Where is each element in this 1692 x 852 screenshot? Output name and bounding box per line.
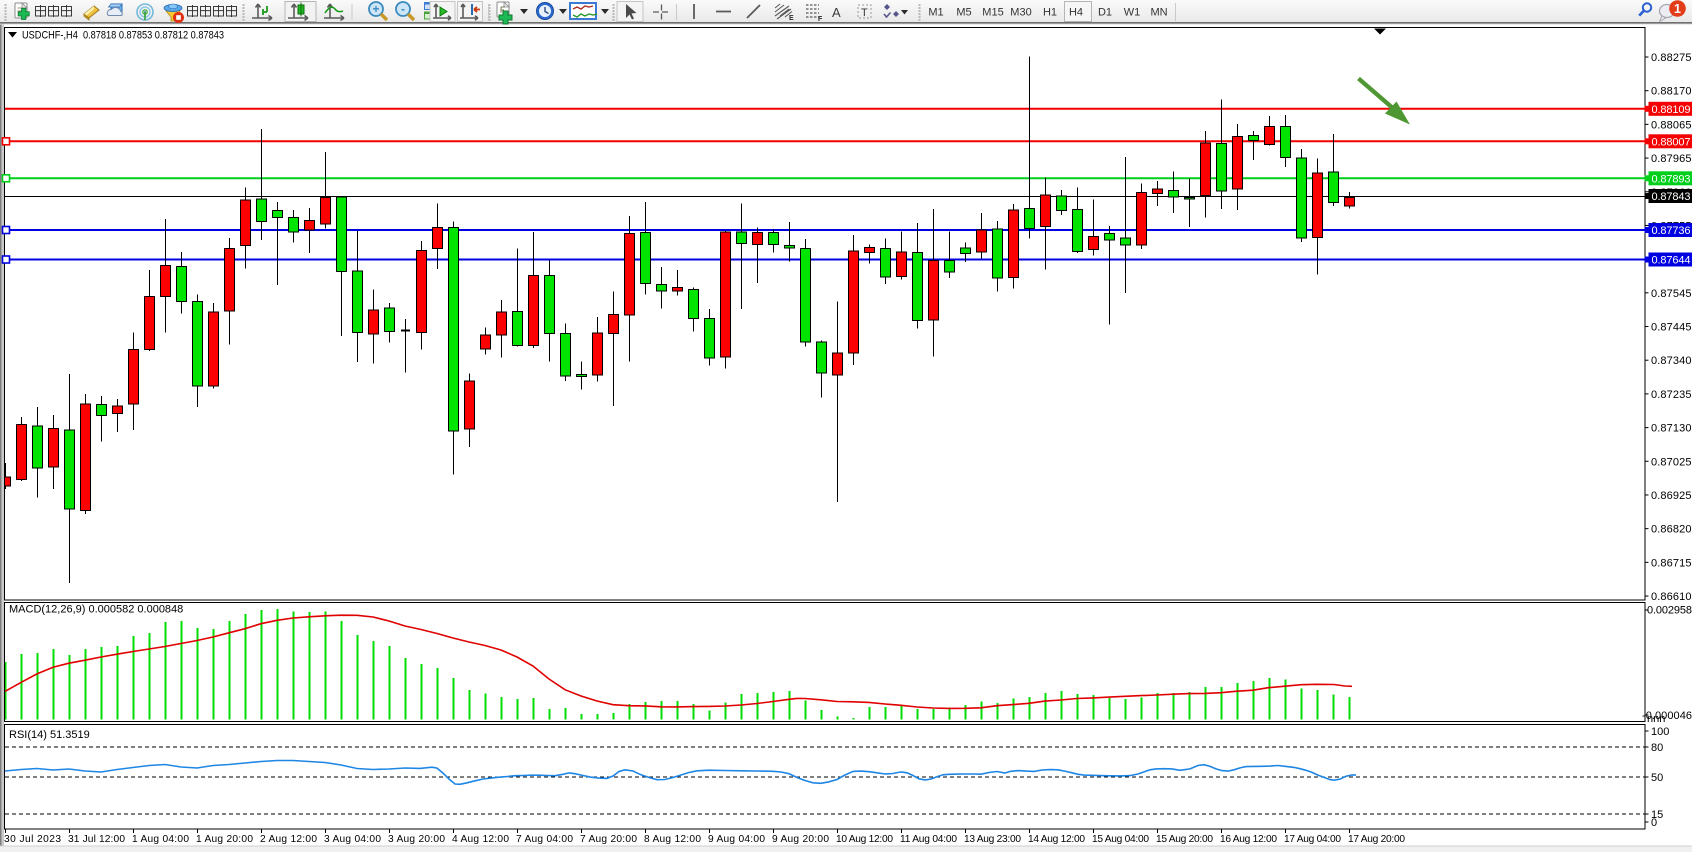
svg-text:RSI(14) 51.3519: RSI(14) 51.3519 [9, 729, 90, 741]
svg-text:8 Aug 12:00: 8 Aug 12:00 [644, 834, 701, 845]
svg-text:9 Aug 20:00: 9 Aug 20:00 [772, 834, 829, 845]
svg-text:1: 1 [1674, 2, 1681, 16]
svg-text:0.88065: 0.88065 [1651, 119, 1692, 131]
svg-text:11 Aug 04:00: 11 Aug 04:00 [900, 834, 957, 845]
svg-text:1 Aug 20:00: 1 Aug 20:00 [196, 834, 253, 845]
svg-text:3 Aug 20:00: 3 Aug 20:00 [388, 834, 445, 845]
svg-text:M1: M1 [928, 7, 943, 19]
svg-text:2 Aug 12:00: 2 Aug 12:00 [260, 834, 317, 845]
svg-text:15: 15 [1651, 809, 1663, 821]
svg-text:H4: H4 [1069, 7, 1083, 19]
svg-text:H1: H1 [1043, 7, 1057, 19]
svg-text:3 Aug 04:00: 3 Aug 04:00 [324, 834, 381, 845]
svg-text:M15: M15 [982, 7, 1003, 19]
svg-text:31 Jul 12:00: 31 Jul 12:00 [68, 834, 125, 845]
svg-text:0.86715: 0.86715 [1651, 557, 1692, 569]
svg-text:4 Aug 12:00: 4 Aug 12:00 [452, 834, 509, 845]
svg-text:0.86820: 0.86820 [1651, 524, 1692, 536]
svg-text:7 Aug 20:00: 7 Aug 20:00 [580, 834, 637, 845]
svg-text:15 Aug 04:00: 15 Aug 04:00 [1092, 834, 1149, 845]
svg-text:-0.000046: -0.000046 [1642, 710, 1692, 722]
svg-text:0.87025: 0.87025 [1651, 456, 1692, 468]
svg-text:30 Jul 2023: 30 Jul 2023 [4, 834, 61, 845]
svg-text:D1: D1 [1098, 7, 1112, 19]
svg-text:0.87965: 0.87965 [1651, 153, 1692, 165]
svg-text:0.87340: 0.87340 [1651, 355, 1692, 367]
svg-text:nnn: nnn [1647, 713, 1665, 725]
svg-text:0.87893: 0.87893 [1652, 173, 1691, 185]
svg-text:0.88275: 0.88275 [1651, 52, 1692, 64]
svg-text:E: E [789, 15, 794, 22]
svg-text:A: A [832, 5, 841, 20]
svg-text:0.88007: 0.88007 [1652, 136, 1691, 148]
svg-text:0.87843: 0.87843 [1652, 191, 1691, 203]
svg-text:0.002958: 0.002958 [1647, 605, 1692, 617]
svg-text:17 Aug 20:00: 17 Aug 20:00 [1348, 834, 1405, 845]
svg-text:0.86610: 0.86610 [1651, 591, 1692, 603]
svg-text:0.87445: 0.87445 [1651, 322, 1692, 334]
svg-text:17 Aug 04:00: 17 Aug 04:00 [1284, 834, 1341, 845]
svg-text:15 Aug 20:00: 15 Aug 20:00 [1156, 834, 1213, 845]
svg-text:50: 50 [1651, 772, 1663, 784]
svg-text:0.87644: 0.87644 [1652, 255, 1691, 267]
svg-text:W1: W1 [1124, 7, 1141, 19]
svg-text:0.87545: 0.87545 [1651, 288, 1692, 300]
svg-text:14 Aug 12:00: 14 Aug 12:00 [1028, 834, 1085, 845]
svg-text:0: 0 [1651, 817, 1657, 829]
svg-text:9 Aug 04:00: 9 Aug 04:00 [708, 834, 765, 845]
svg-text:-: - [401, 2, 405, 16]
svg-text:0.86925: 0.86925 [1651, 490, 1692, 502]
svg-text:0.87235: 0.87235 [1651, 389, 1692, 401]
svg-text:MACD(12,26,9) 0.000582 0.00084: MACD(12,26,9) 0.000582 0.000848 [9, 604, 183, 616]
svg-text:100: 100 [1651, 726, 1669, 738]
svg-text:0.87130: 0.87130 [1651, 423, 1692, 435]
svg-text:M5: M5 [956, 7, 971, 19]
svg-text:13 Aug 23:00: 13 Aug 23:00 [964, 834, 1021, 845]
svg-text:7 Aug 04:00: 7 Aug 04:00 [516, 834, 573, 845]
svg-text:16 Aug 12:00: 16 Aug 12:00 [1220, 834, 1277, 845]
svg-text:M30: M30 [1010, 7, 1031, 19]
svg-text:MN: MN [1150, 7, 1167, 19]
svg-text:0.88109: 0.88109 [1652, 104, 1691, 116]
svg-text:USDCHF-,H4 0.87818 0.87853 0.: USDCHF-,H4 0.87818 0.87853 0.87812 0.878… [22, 30, 224, 42]
svg-text:T: T [861, 7, 868, 19]
svg-text:+: + [372, 2, 379, 16]
svg-text:F: F [818, 16, 823, 23]
svg-text:80: 80 [1651, 742, 1663, 754]
svg-text:10 Aug 12:00: 10 Aug 12:00 [836, 834, 893, 845]
svg-text:0.87736: 0.87736 [1652, 225, 1691, 237]
svg-text:0.88170: 0.88170 [1651, 86, 1692, 98]
svg-text:1 Aug 04:00: 1 Aug 04:00 [132, 834, 189, 845]
